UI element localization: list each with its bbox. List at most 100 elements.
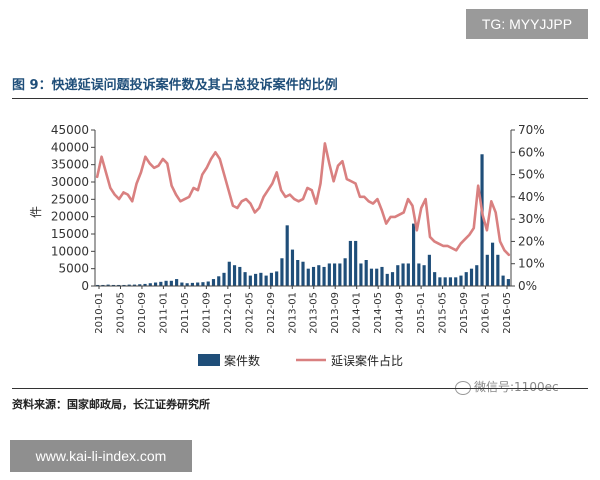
bar	[354, 240, 358, 286]
bar	[485, 254, 489, 286]
bar	[106, 284, 110, 286]
x-tick-label: 2012-09	[266, 292, 277, 334]
bar	[333, 263, 337, 286]
bar	[201, 282, 205, 286]
x-tick-label: 2011-01	[158, 292, 169, 334]
bar	[364, 260, 368, 286]
bar	[290, 249, 295, 286]
y-left-tick-label: 0	[81, 279, 89, 293]
bar	[111, 284, 116, 286]
bar	[164, 280, 168, 286]
bar	[448, 277, 453, 286]
bar	[153, 282, 158, 286]
bar	[196, 282, 200, 286]
bar	[101, 284, 105, 286]
bar	[390, 272, 395, 286]
y-right-tick-label: 50%	[518, 168, 545, 182]
tg-watermark: TG: MYYJJPP	[466, 9, 588, 39]
bar	[169, 280, 173, 286]
wechat-text: 微信号:1100ec	[474, 380, 559, 394]
bar	[254, 273, 258, 286]
line-series	[95, 142, 511, 257]
bar	[469, 268, 474, 286]
axes: 0 5000 10000 15000 20000 25000 30000 35000 40000…	[29, 123, 545, 334]
bar	[301, 261, 305, 286]
site-watermark: www.kai-li-index.com	[10, 440, 192, 472]
bar	[501, 275, 505, 286]
bar	[259, 272, 263, 286]
bar	[269, 272, 273, 286]
bar	[401, 263, 405, 286]
y-left-tick-label: 20000	[51, 210, 89, 224]
x-tick-label: 2014-05	[373, 292, 384, 334]
wechat-icon	[455, 380, 471, 395]
y-left-tick-label: 35000	[51, 158, 89, 172]
bar	[475, 265, 479, 286]
x-tick-label: 2015-09	[459, 292, 470, 334]
x-tick-label: 2010-05	[115, 292, 126, 334]
x-tick-label: 2010-01	[94, 292, 105, 334]
y-left-tick-label: 10000	[51, 244, 89, 258]
bar	[327, 263, 331, 286]
bar	[433, 272, 437, 286]
bar	[275, 271, 279, 286]
bar	[385, 273, 389, 286]
bar	[375, 268, 379, 286]
bar-series	[96, 154, 510, 286]
bar	[490, 242, 495, 286]
y-left-tick-label: 25000	[51, 192, 89, 206]
bar	[117, 284, 121, 286]
bar	[227, 261, 231, 286]
x-tick-label: 2011-09	[201, 292, 212, 334]
bar	[232, 265, 237, 286]
bar	[506, 279, 510, 286]
bar	[148, 283, 152, 286]
y-right-tick-label: 60%	[518, 145, 545, 159]
legend: 案件数 延误案件占比	[198, 353, 403, 368]
x-tick-label: 2014-01	[352, 292, 363, 334]
legend-label-bars: 案件数	[224, 353, 260, 368]
y-right-tick-label: 0%	[518, 279, 537, 293]
bar	[412, 223, 416, 286]
legend-swatch-bars	[198, 354, 220, 366]
y-right-tick-label: 20%	[518, 234, 545, 248]
bar	[417, 263, 421, 286]
bar	[206, 281, 210, 286]
bar	[422, 265, 426, 286]
bar	[406, 263, 410, 286]
bar	[427, 254, 431, 286]
x-tick-label: 2016-05	[502, 292, 513, 334]
bar	[443, 277, 447, 286]
bar	[396, 265, 400, 286]
bar	[480, 154, 484, 286]
y-right-tick-label: 30%	[518, 212, 545, 226]
bar	[338, 263, 342, 286]
bar	[222, 272, 226, 286]
y-right-tick-label: 10%	[518, 257, 545, 271]
bar	[243, 272, 247, 286]
bar	[127, 284, 131, 286]
bar	[122, 284, 126, 286]
bar	[454, 277, 458, 286]
bar	[96, 284, 100, 286]
x-tick-label: 2015-01	[416, 292, 427, 334]
y-left-tick-label: 5000	[58, 262, 89, 276]
source-note: 资料来源：国家邮政局，长江证券研究所	[12, 398, 210, 411]
bar	[238, 266, 242, 286]
y-left-tick-label: 30000	[51, 175, 89, 189]
bar	[132, 284, 137, 286]
y-right-tick-label: 40%	[518, 190, 545, 204]
bar	[211, 279, 216, 286]
bar	[217, 276, 221, 286]
bar	[438, 277, 442, 286]
bar	[296, 260, 300, 286]
bar	[190, 282, 194, 286]
bar	[311, 266, 316, 286]
x-tick-label: 2013-09	[330, 292, 341, 334]
bar	[369, 268, 374, 286]
bar	[322, 266, 326, 286]
source-rule	[12, 388, 588, 389]
bar	[464, 272, 468, 286]
bar	[459, 275, 463, 286]
